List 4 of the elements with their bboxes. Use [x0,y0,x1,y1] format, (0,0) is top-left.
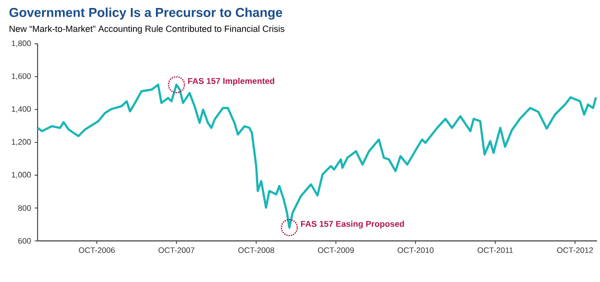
chart-title: Government Policy Is a Precursor to Change [9,8,282,20]
annotation: FAS 157 Implemented [188,78,274,86]
annotation: FAS 157 Easing Proposed [301,220,404,229]
chart-subtitle: New “Mark-to-Market” Accounting Rule Contributed to Financial Crisis [10,26,284,34]
